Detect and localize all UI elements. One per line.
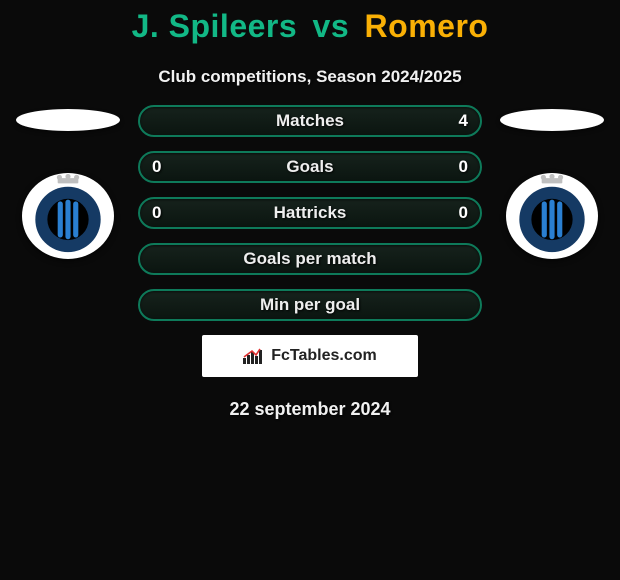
title-vs: vs [313, 8, 350, 44]
left-club-crest [22, 173, 114, 259]
crest-icon [506, 173, 598, 259]
stat-label: Goals per match [243, 249, 376, 269]
stat-label: Matches [276, 111, 344, 131]
stat-row-goals-per-match: Goals per match [138, 243, 482, 275]
stat-right-value: 4 [459, 111, 468, 131]
date-label: 22 september 2024 [0, 399, 620, 420]
stat-label: Hattricks [274, 203, 347, 223]
page-title: J. Spileers vs Romero [0, 0, 620, 45]
title-right-player: Romero [365, 8, 489, 44]
stat-row-min-per-goal: Min per goal [138, 289, 482, 321]
comparison-content: Matches 4 0 Goals 0 0 Hattricks 0 Goals … [0, 105, 620, 321]
stat-label: Goals [286, 157, 333, 177]
stat-left-value: 0 [152, 157, 161, 177]
left-side [16, 105, 120, 259]
stat-label: Min per goal [260, 295, 360, 315]
stats-column: Matches 4 0 Goals 0 0 Hattricks 0 Goals … [138, 105, 482, 321]
stat-left-value: 0 [152, 203, 161, 223]
stat-right-value: 0 [459, 203, 468, 223]
title-left-player: J. Spileers [132, 8, 298, 44]
attribution-badge: FcTables.com [202, 335, 418, 377]
stat-row-matches: Matches 4 [138, 105, 482, 137]
attribution-text: FcTables.com [271, 347, 377, 365]
attribution-inner: FcTables.com [243, 347, 377, 365]
left-flag-placeholder [16, 109, 120, 131]
stat-right-value: 0 [459, 157, 468, 177]
stat-row-hattricks: 0 Hattricks 0 [138, 197, 482, 229]
right-side [500, 105, 604, 259]
crest-icon [22, 173, 114, 259]
subtitle: Club competitions, Season 2024/2025 [0, 67, 620, 87]
chart-bars-icon [243, 348, 265, 364]
right-flag-placeholder [500, 109, 604, 131]
right-club-crest [506, 173, 598, 259]
stat-row-goals: 0 Goals 0 [138, 151, 482, 183]
